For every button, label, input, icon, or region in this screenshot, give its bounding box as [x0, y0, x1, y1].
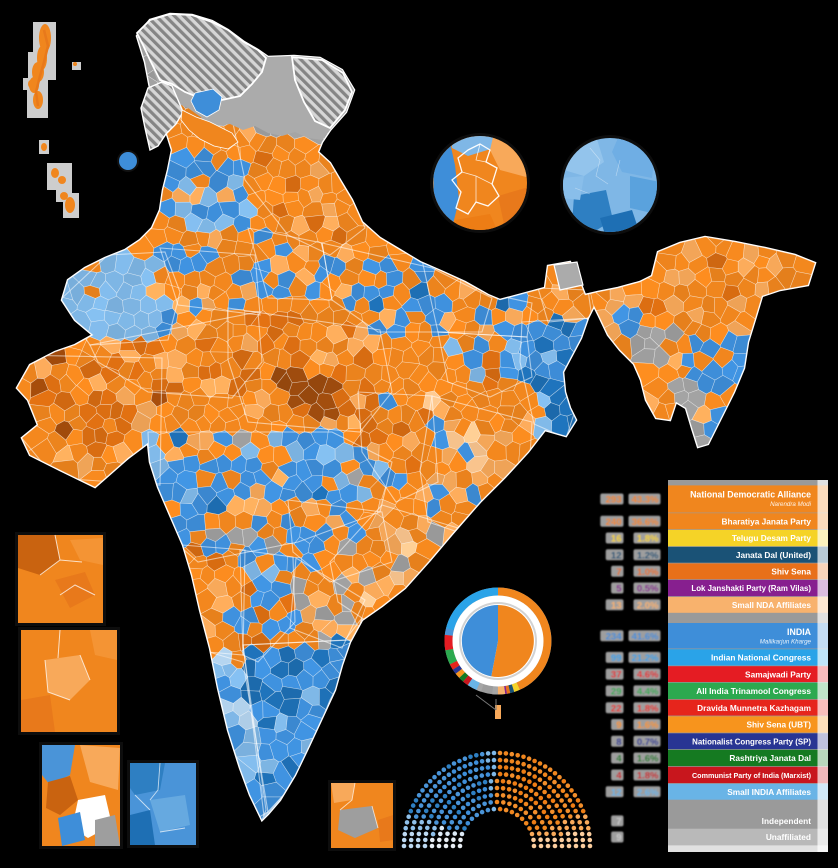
svg-text:Shiv Sena (UBT): Shiv Sena (UBT): [746, 720, 811, 730]
svg-text:1.2%: 1.2%: [637, 550, 659, 561]
svg-text:Narendra Modi: Narendra Modi: [770, 501, 812, 508]
svg-text:12: 12: [611, 787, 622, 798]
svg-text:Nationalist Congress Party (SP: Nationalist Congress Party (SP): [692, 737, 811, 746]
svg-text:5: 5: [616, 584, 622, 595]
svg-text:7: 7: [616, 567, 621, 578]
svg-text:Communist Party of India (Marx: Communist Party of India (Marxist): [692, 771, 812, 780]
svg-text:1.6%: 1.6%: [637, 720, 659, 731]
svg-text:Bharatiya Janata Party: Bharatiya Janata Party: [722, 516, 812, 526]
svg-text:234: 234: [606, 631, 623, 642]
svg-text:Telugu Desam Party: Telugu Desam Party: [732, 533, 812, 543]
svg-text:240: 240: [606, 517, 622, 528]
svg-text:37: 37: [611, 670, 622, 681]
svg-text:41.6%: 41.6%: [632, 631, 659, 642]
svg-text:99: 99: [611, 653, 622, 664]
svg-text:Mallikarjun Kharge: Mallikarjun Kharge: [760, 639, 812, 646]
svg-text:7: 7: [616, 817, 621, 828]
svg-text:Small INDIA Affiliates: Small INDIA Affiliates: [727, 787, 811, 797]
svg-text:Shiv Sena: Shiv Sena: [771, 567, 811, 577]
svg-text:1.8%: 1.8%: [637, 703, 659, 714]
svg-text:Small NDA Affiliates: Small NDA Affiliates: [732, 600, 812, 610]
svg-text:9: 9: [616, 833, 621, 844]
svg-text:12: 12: [611, 550, 622, 561]
svg-text:Lok Janshakti Party (Ram Vilas: Lok Janshakti Party (Ram Vilas): [691, 584, 811, 593]
svg-text:Rashtriya Janata Dal: Rashtriya Janata Dal: [729, 753, 811, 763]
svg-text:1.6%: 1.6%: [637, 754, 659, 765]
svg-text:43.3%: 43.3%: [632, 495, 659, 506]
svg-text:Samajwadi Party: Samajwadi Party: [745, 669, 811, 679]
svg-text:1.0%: 1.0%: [637, 567, 659, 578]
svg-text:Janata Dal (United): Janata Dal (United): [736, 550, 811, 560]
svg-text:22: 22: [611, 703, 622, 714]
svg-text:29: 29: [611, 687, 622, 698]
svg-text:293: 293: [606, 495, 622, 506]
svg-text:4: 4: [616, 754, 622, 765]
svg-text:0.5%: 0.5%: [637, 584, 659, 595]
svg-text:1.8%: 1.8%: [637, 771, 659, 782]
svg-text:Unaffiliated: Unaffiliated: [766, 832, 811, 842]
svg-text:21.2%: 21.2%: [632, 653, 659, 664]
svg-text:All India Trinamool Congress: All India Trinamool Congress: [696, 686, 811, 696]
svg-text:16: 16: [611, 534, 622, 545]
svg-text:2.6%: 2.6%: [637, 787, 659, 798]
svg-text:INDIA: INDIA: [787, 627, 812, 637]
svg-text:13: 13: [611, 600, 622, 611]
svg-text:2.0%: 2.0%: [637, 600, 659, 611]
svg-text:4.4%: 4.4%: [637, 687, 659, 698]
svg-text:National Democratic Alliance: National Democratic Alliance: [690, 489, 811, 499]
svg-text:8: 8: [616, 737, 621, 748]
svg-text:1.8%: 1.8%: [637, 534, 659, 545]
svg-text:Indian National Congress: Indian National Congress: [711, 653, 811, 663]
svg-text:Dravida Munnetra Kazhagam: Dravida Munnetra Kazhagam: [697, 703, 811, 713]
svg-text:Independent: Independent: [762, 816, 812, 826]
svg-text:4.6%: 4.6%: [637, 670, 659, 681]
svg-text:9: 9: [616, 720, 621, 731]
svg-text:0.7%: 0.7%: [637, 737, 659, 748]
svg-text:4: 4: [616, 771, 622, 782]
svg-text:36.6%: 36.6%: [632, 517, 659, 528]
